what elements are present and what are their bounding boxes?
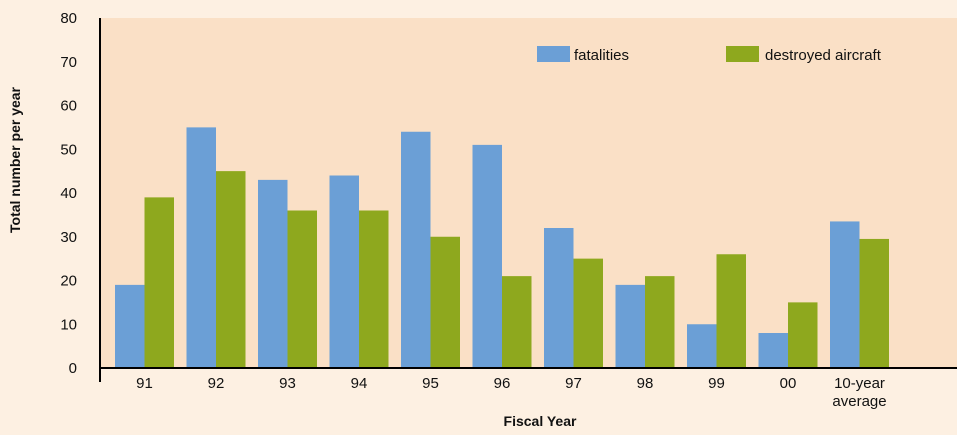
y-tick-label-1: 10 — [60, 316, 77, 333]
x-tick-label-10-line-0: 10-year — [834, 375, 885, 392]
y-tick-label-3: 30 — [60, 229, 77, 246]
x-tick-label-1: 92 — [208, 375, 225, 392]
x-tick-label-7: 98 — [637, 375, 654, 392]
bar-destroyed-aircraft-6 — [573, 258, 603, 368]
bar-fatalities-2 — [258, 179, 288, 368]
bar-destroyed-aircraft-9 — [788, 302, 818, 368]
y-tick-label-0: 0 — [69, 360, 77, 377]
bar-destroyed-aircraft-8 — [716, 254, 746, 368]
legend-label-destroyed-aircraft: destroyed aircraft — [765, 47, 882, 64]
bar-fatalities-9 — [758, 333, 788, 368]
bar-destroyed-aircraft-7 — [645, 276, 675, 368]
y-tick-label-6: 60 — [60, 98, 77, 115]
x-tick-label-0: 91 — [136, 375, 153, 392]
legend-swatch-fatalities — [537, 46, 570, 62]
legend-label-fatalities: fatalities — [574, 47, 629, 64]
y-tick-label-8: 80 — [60, 10, 77, 27]
x-tick-label-2: 93 — [279, 375, 296, 392]
bar-fatalities-10 — [830, 221, 860, 368]
bar-destroyed-aircraft-1 — [216, 171, 246, 368]
bar-destroyed-aircraft-5 — [502, 276, 532, 368]
bar-fatalities-5 — [472, 144, 502, 368]
y-axis-title: Total number per year — [7, 86, 23, 233]
x-tick-label-9: 00 — [780, 375, 797, 392]
x-tick-label-3: 94 — [351, 375, 368, 392]
x-tick-label-6: 97 — [565, 375, 582, 392]
bar-fatalities-0 — [115, 284, 145, 368]
bar-fatalities-3 — [329, 175, 359, 368]
bar-fatalities-1 — [186, 127, 216, 368]
y-tick-label-5: 50 — [60, 141, 77, 158]
x-tick-label-5: 96 — [494, 375, 511, 392]
bar-fatalities-7 — [615, 284, 645, 368]
bars-group — [115, 127, 889, 368]
bar-fatalities-4 — [401, 131, 431, 368]
bar-destroyed-aircraft-4 — [430, 236, 460, 368]
bar-destroyed-aircraft-3 — [359, 210, 389, 368]
y-tick-label-2: 20 — [60, 273, 77, 290]
bar-fatalities-8 — [687, 324, 717, 368]
x-tick-label-10-line-1: average — [832, 393, 886, 410]
y-axis-ticks: 0 10 20 30 40 50 60 70 80 — [60, 10, 77, 377]
x-tick-label-8: 99 — [708, 375, 725, 392]
bar-fatalities-6 — [544, 228, 574, 368]
bar-destroyed-aircraft-10 — [859, 238, 889, 368]
legend: fatalities destroyed aircraft — [537, 46, 882, 64]
bar-destroyed-aircraft-0 — [144, 197, 174, 368]
y-tick-label-4: 40 — [60, 185, 77, 202]
x-axis-title: Fiscal Year — [504, 413, 577, 429]
x-tick-label-4: 95 — [422, 375, 439, 392]
y-tick-label-7: 70 — [60, 54, 77, 71]
bar-destroyed-aircraft-2 — [287, 210, 317, 368]
legend-swatch-destroyed-aircraft — [726, 46, 759, 62]
